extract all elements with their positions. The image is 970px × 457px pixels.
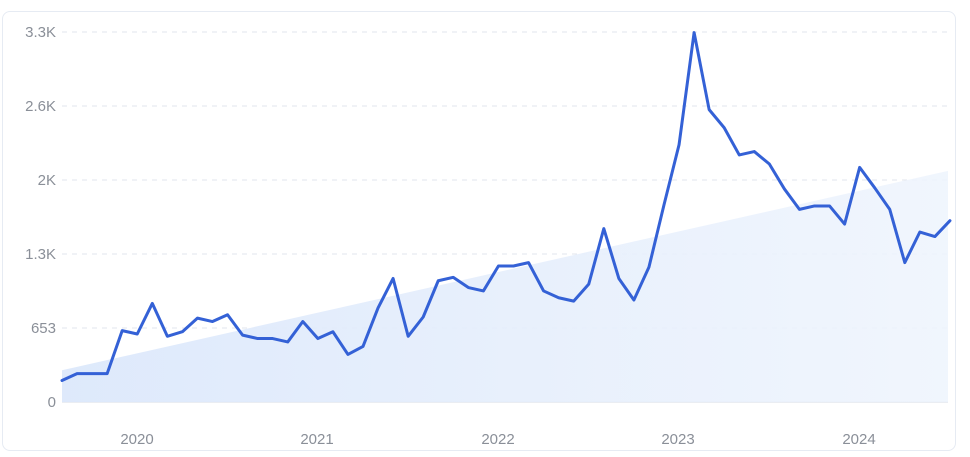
y-tick-label: 2K — [38, 172, 56, 189]
data-point[interactable] — [885, 204, 895, 214]
y-tick-label: 2.6K — [25, 98, 56, 115]
data-point[interactable] — [599, 224, 609, 234]
data-point[interactable] — [72, 369, 82, 379]
data-point[interactable] — [659, 200, 669, 210]
data-point[interactable] — [584, 279, 594, 289]
y-tick-label: 1.3K — [25, 246, 56, 263]
data-point[interactable] — [493, 261, 503, 271]
x-tick-label: 2021 — [300, 431, 333, 448]
data-point[interactable] — [177, 327, 187, 337]
data-point[interactable] — [644, 262, 654, 272]
y-tick-label: 653 — [31, 320, 56, 337]
data-point[interactable] — [840, 219, 850, 229]
data-point[interactable] — [569, 296, 579, 306]
data-point[interactable] — [674, 140, 684, 150]
data-point[interactable] — [629, 295, 639, 305]
data-point[interactable] — [463, 283, 473, 293]
data-point[interactable] — [418, 312, 428, 322]
data-point[interactable] — [147, 298, 157, 308]
data-point[interactable] — [328, 327, 338, 337]
y-tick-label: 3.3K — [25, 24, 56, 41]
x-tick-label: 2022 — [481, 431, 514, 448]
data-point[interactable] — [719, 123, 729, 133]
x-tick-label: 2020 — [120, 431, 153, 448]
data-point[interactable] — [87, 369, 97, 379]
data-point[interactable] — [930, 232, 940, 242]
data-point[interactable] — [870, 183, 880, 193]
x-tick-label: 2023 — [661, 431, 694, 448]
data-point[interactable] — [539, 286, 549, 296]
data-point[interactable] — [208, 317, 218, 327]
data-point[interactable] — [313, 334, 323, 344]
data-point[interactable] — [162, 331, 172, 341]
data-point[interactable] — [900, 258, 910, 268]
data-point[interactable] — [614, 273, 624, 283]
data-point[interactable] — [448, 272, 458, 282]
data-point[interactable] — [810, 201, 820, 211]
data-point[interactable] — [734, 150, 744, 160]
data-point[interactable] — [855, 162, 865, 172]
y-tick-label: 0 — [48, 394, 56, 411]
data-point[interactable] — [102, 369, 112, 379]
data-point[interactable] — [298, 317, 308, 327]
data-point[interactable] — [749, 147, 759, 157]
trend-area — [62, 170, 948, 402]
data-point[interactable] — [132, 329, 142, 339]
data-point[interactable] — [689, 28, 699, 38]
data-point[interactable] — [794, 204, 804, 214]
series-line — [60, 31, 952, 382]
data-point[interactable] — [945, 216, 955, 226]
data-point[interactable] — [223, 310, 233, 320]
data-point[interactable] — [825, 201, 835, 211]
data-point[interactable] — [238, 330, 248, 340]
data-point[interactable] — [704, 105, 714, 115]
data-point[interactable] — [343, 349, 353, 359]
data-point[interactable] — [509, 261, 519, 271]
data-point[interactable] — [478, 286, 488, 296]
data-point[interactable] — [117, 326, 127, 336]
data-point[interactable] — [554, 293, 564, 303]
data-point[interactable] — [764, 159, 774, 169]
data-point[interactable] — [779, 184, 789, 194]
data-point[interactable] — [253, 334, 263, 344]
x-tick-label: 2024 — [842, 431, 875, 448]
data-point[interactable] — [373, 303, 383, 313]
data-point[interactable] — [388, 273, 398, 283]
data-point[interactable] — [524, 258, 534, 268]
data-point[interactable] — [433, 276, 443, 286]
data-point[interactable] — [57, 375, 67, 385]
data-point[interactable] — [358, 341, 368, 351]
data-point[interactable] — [268, 334, 278, 344]
data-point[interactable] — [915, 227, 925, 237]
data-point[interactable] — [192, 313, 202, 323]
data-point[interactable] — [403, 331, 413, 341]
data-point[interactable] — [283, 337, 293, 347]
